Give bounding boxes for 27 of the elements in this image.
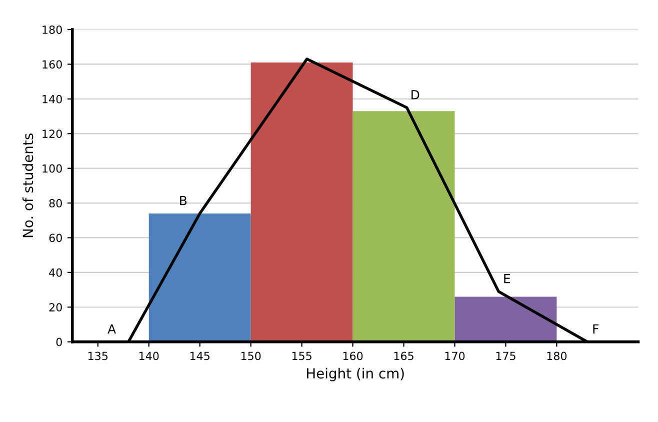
y-tick-label: 180 bbox=[42, 26, 62, 34]
y-tick-label: 140 bbox=[42, 94, 62, 104]
annotation: D bbox=[412, 90, 420, 100]
y-axis-title: No. of students bbox=[22, 134, 34, 238]
annotation: A bbox=[108, 324, 116, 334]
y-tick-label: 20 bbox=[49, 303, 62, 312]
y-tick-label: 80 bbox=[49, 199, 62, 208]
x-axis-title: Height (in cm) bbox=[306, 368, 404, 382]
y-tick-label: 60 bbox=[49, 234, 62, 242]
x-tick-label: 165 bbox=[394, 352, 414, 360]
annotation: E bbox=[504, 274, 510, 284]
y-tick-label: 0 bbox=[56, 338, 62, 346]
x-tick-label: 150 bbox=[241, 352, 261, 360]
x-tick-label: 155 bbox=[292, 352, 312, 360]
x-tick-label: 140 bbox=[139, 352, 159, 360]
y-tick-label: 40 bbox=[49, 268, 62, 277]
annotation: B bbox=[180, 196, 187, 206]
x-tick-label: 170 bbox=[445, 352, 465, 360]
y-tick-label: 100 bbox=[42, 164, 62, 173]
x-tick-label: 160 bbox=[343, 352, 363, 360]
y-tick-label: 160 bbox=[42, 60, 62, 69]
x-tick-label: 135 bbox=[88, 352, 108, 360]
x-tick-label: 145 bbox=[190, 352, 210, 360]
x-tick-label: 180 bbox=[547, 352, 567, 360]
x-tick-label: 175 bbox=[496, 352, 516, 360]
annotation: F bbox=[593, 324, 598, 334]
y-tick-label: 120 bbox=[42, 130, 62, 138]
